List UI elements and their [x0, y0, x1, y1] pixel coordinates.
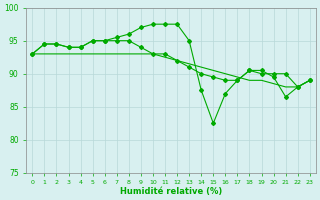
- X-axis label: Humidité relative (%): Humidité relative (%): [120, 187, 222, 196]
